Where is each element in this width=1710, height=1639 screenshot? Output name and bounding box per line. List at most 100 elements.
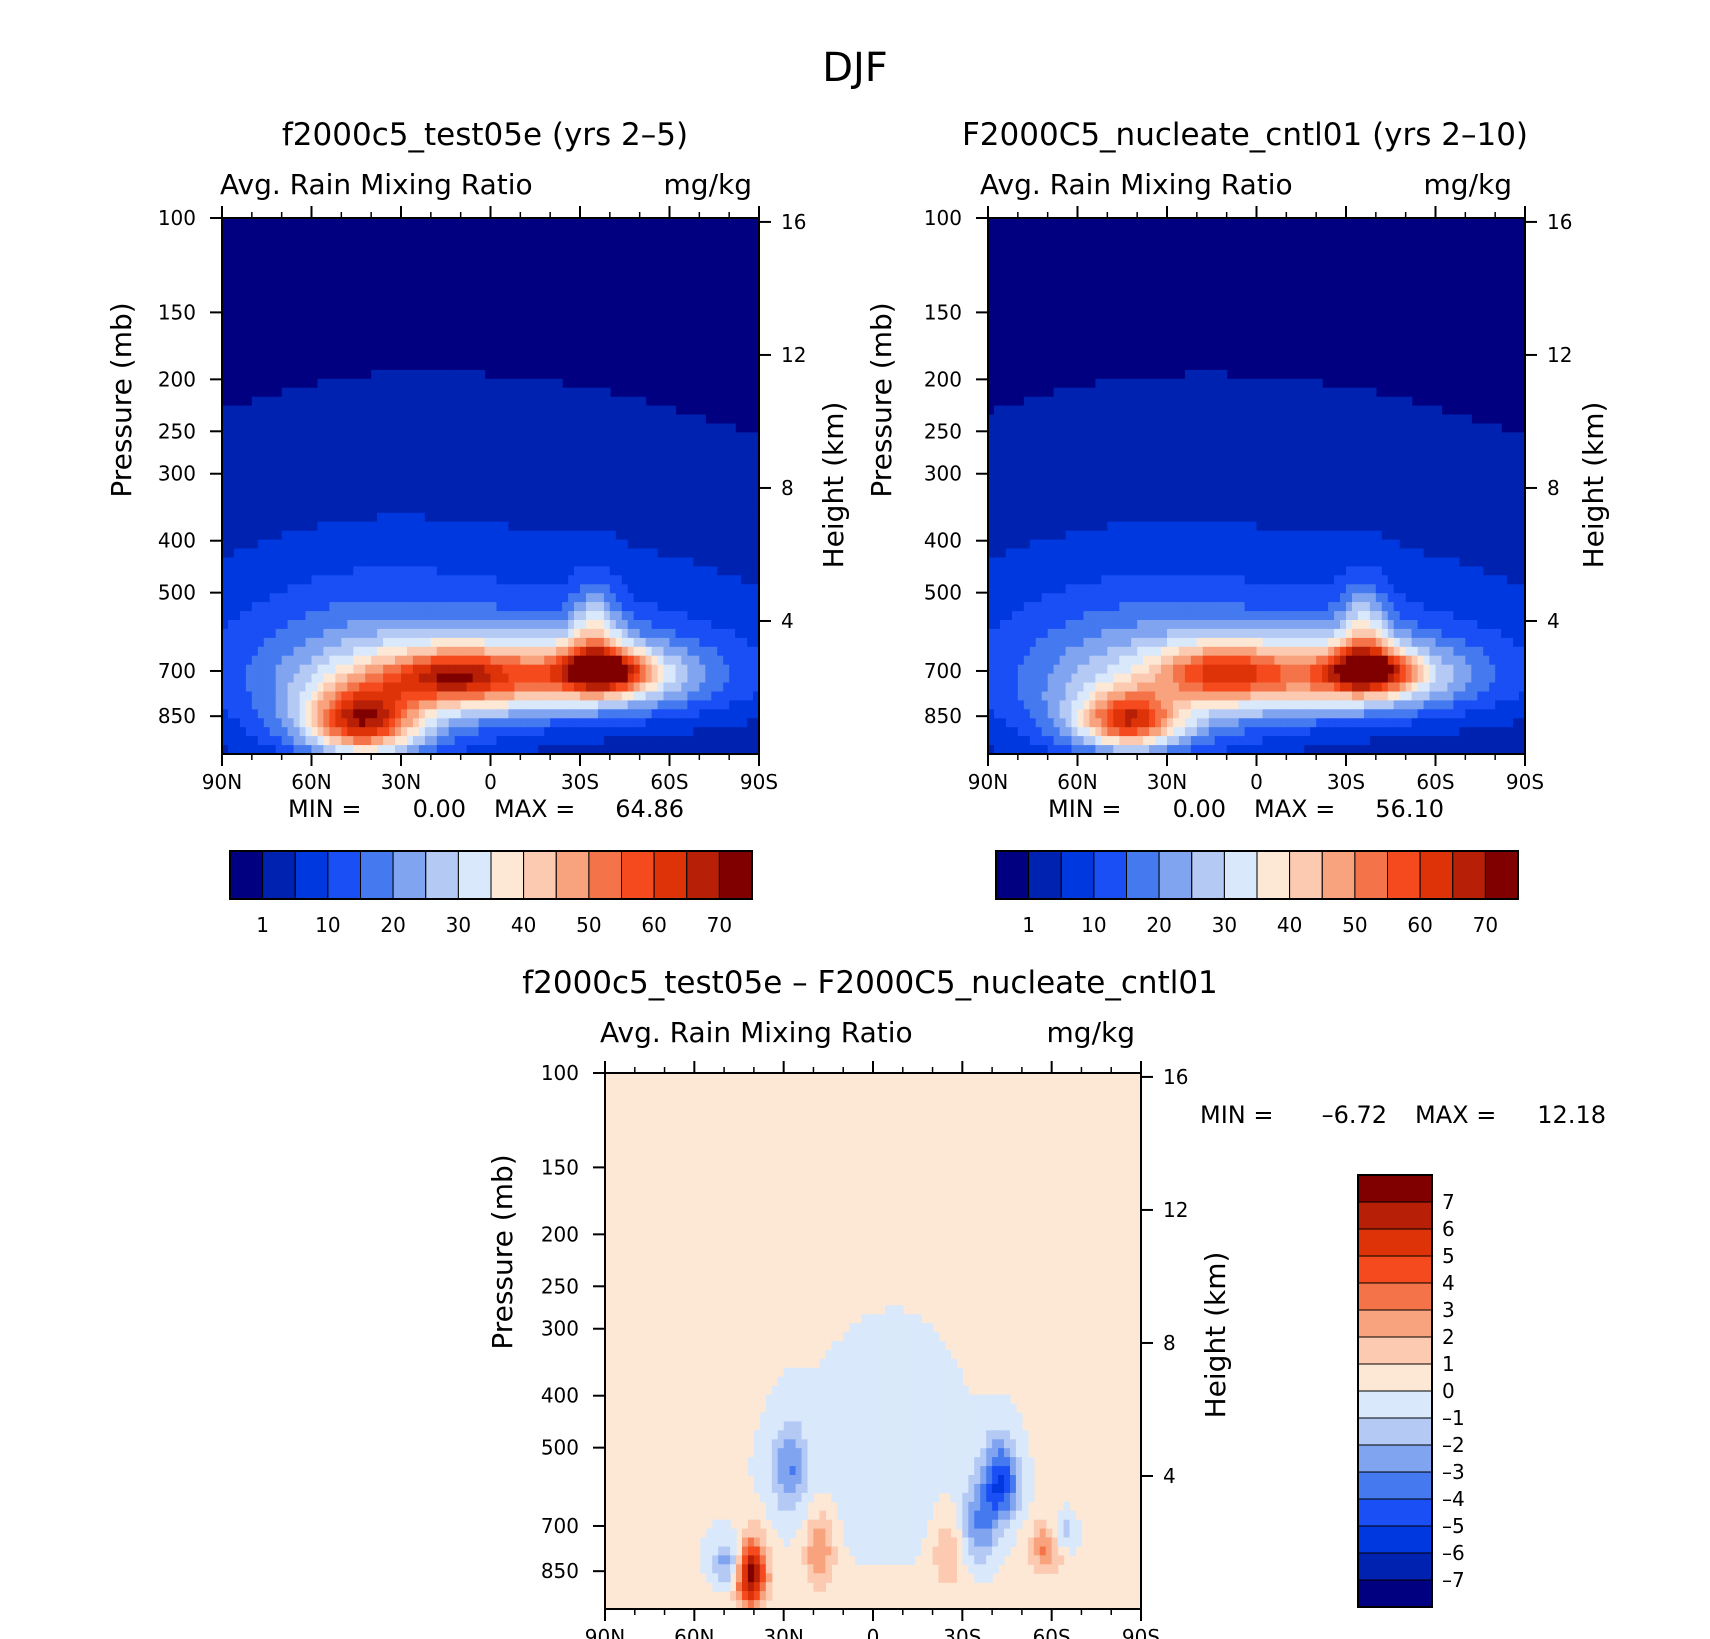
contour-cell xyxy=(556,620,563,630)
contour-cell xyxy=(263,611,271,621)
contour-cell xyxy=(568,682,575,692)
contour-cell xyxy=(371,637,378,648)
contour-cell xyxy=(1023,414,1031,424)
contour-cell xyxy=(562,414,569,424)
contour-cell xyxy=(1065,468,1073,478)
contour-cell xyxy=(1202,414,1210,424)
contour-cell xyxy=(645,575,653,585)
contour-cell xyxy=(281,396,289,407)
contour-cell xyxy=(305,468,313,478)
contour-cell xyxy=(311,664,319,675)
contour-cell xyxy=(1190,468,1198,478)
contour-cell xyxy=(395,441,402,451)
contour-cell xyxy=(1125,459,1132,469)
contour-cell xyxy=(466,512,474,523)
contour-cell xyxy=(508,727,515,737)
contour-cell xyxy=(1226,486,1234,496)
contour-cell xyxy=(681,637,688,648)
contour-cell xyxy=(1298,441,1305,451)
contour-cell xyxy=(275,664,283,675)
contour-cell xyxy=(544,673,551,684)
contour-cell xyxy=(1131,387,1138,398)
contour-cell xyxy=(633,575,641,585)
contour-cell xyxy=(562,593,569,603)
contour-cell xyxy=(723,736,730,746)
contour-cell xyxy=(222,566,229,576)
contour-cell xyxy=(448,602,456,612)
contour-cell xyxy=(335,539,342,550)
contour-cell xyxy=(335,486,342,496)
contour-cell xyxy=(681,503,688,514)
contour-cell xyxy=(693,477,700,487)
contour-cell xyxy=(466,736,474,746)
contour-cell xyxy=(407,450,414,460)
contour-cell xyxy=(1369,459,1377,469)
contour-cell xyxy=(1387,468,1395,478)
contour-cell xyxy=(1226,494,1234,505)
contour-cell xyxy=(753,539,760,550)
contour-cell xyxy=(639,530,647,541)
contour-cell xyxy=(1113,432,1120,442)
contour-cell xyxy=(365,468,372,478)
contour-cell xyxy=(228,530,235,541)
contour-cell xyxy=(693,682,700,692)
contour-cell xyxy=(1083,494,1091,505)
contour-cell xyxy=(275,682,283,692)
contour-cell xyxy=(562,620,569,630)
contour-cell xyxy=(526,602,533,612)
contour-cell xyxy=(281,441,289,451)
contour-cell xyxy=(609,423,617,433)
contour-cell xyxy=(1083,468,1091,478)
contour-cell xyxy=(329,414,336,424)
contour-cell xyxy=(1035,503,1043,514)
contour-cell xyxy=(1119,441,1126,451)
contour-cell xyxy=(257,745,265,755)
contour-cell xyxy=(389,369,396,380)
contour-cell xyxy=(1250,459,1258,469)
contour-cell xyxy=(1220,494,1228,505)
contour-cell xyxy=(329,718,336,728)
y-tick-label: 850 xyxy=(158,704,196,728)
contour-cell xyxy=(568,709,575,719)
contour-cell xyxy=(1346,396,1353,407)
contour-cell xyxy=(228,611,235,621)
contour-cell xyxy=(1029,477,1037,487)
contour-cell xyxy=(299,512,307,523)
contour-cell xyxy=(544,396,551,407)
contour-cell xyxy=(239,718,247,728)
contour-cell xyxy=(1423,414,1431,424)
contour-cell xyxy=(651,432,659,442)
contour-cell xyxy=(669,441,677,451)
contour-cell xyxy=(1244,414,1252,424)
contour-cell xyxy=(753,637,760,648)
contour-cell xyxy=(472,450,480,460)
contour-cell xyxy=(460,539,468,550)
contour-cell xyxy=(532,477,539,487)
contour-cell xyxy=(741,745,748,755)
contour-cell xyxy=(556,682,563,692)
contour-cell xyxy=(574,486,581,496)
contour-cell xyxy=(383,441,390,451)
contour-cell xyxy=(591,441,599,451)
contour-cell xyxy=(544,414,551,424)
contour-cell xyxy=(520,566,527,576)
contour-cell xyxy=(645,468,653,478)
contour-cell xyxy=(239,512,247,523)
contour-cell xyxy=(377,486,384,496)
contour-cell xyxy=(412,646,420,657)
contour-cell xyxy=(472,441,480,451)
contour-cell xyxy=(233,459,241,469)
contour-cell xyxy=(490,691,498,701)
colorbar-box xyxy=(686,850,720,900)
contour-cell xyxy=(1477,432,1484,442)
contour-cell xyxy=(329,593,336,603)
contour-cell xyxy=(1137,450,1144,460)
contour-cell xyxy=(633,503,641,514)
contour-cell xyxy=(490,396,498,407)
contour-cell xyxy=(341,494,348,505)
contour-cell xyxy=(228,700,235,710)
contour-cell xyxy=(586,602,593,612)
contour-cell xyxy=(311,512,319,523)
contour-cell xyxy=(365,423,372,433)
contour-cell xyxy=(228,432,235,442)
